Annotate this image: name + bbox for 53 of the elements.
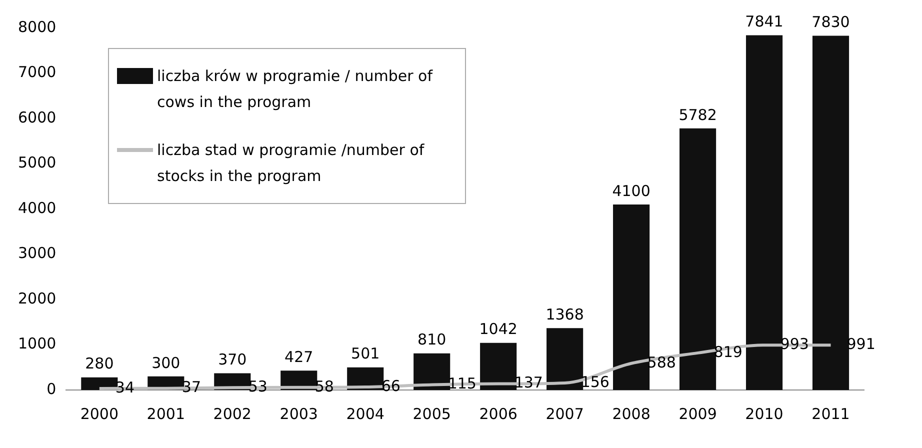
data-label: 4100 bbox=[612, 182, 650, 200]
data-label: 501 bbox=[351, 344, 380, 363]
data-label: 115 bbox=[448, 374, 476, 393]
y-tick-label: 6000 bbox=[18, 108, 56, 126]
x-tick-label: 2010 bbox=[745, 404, 784, 423]
data-label: 156 bbox=[580, 372, 610, 391]
y-tick-label: 5000 bbox=[18, 154, 56, 172]
x-tick-label: 2005 bbox=[412, 404, 451, 423]
y-tick-label: 3000 bbox=[18, 244, 56, 262]
bar bbox=[480, 342, 517, 390]
data-label: 1042 bbox=[479, 320, 518, 338]
x-tick-label: 2011 bbox=[812, 404, 850, 423]
y-tick-label: 0 bbox=[46, 380, 56, 398]
data-label: 66 bbox=[381, 376, 400, 395]
data-label: 427 bbox=[284, 348, 314, 366]
data-label: 37 bbox=[182, 378, 201, 396]
x-tick-label: 2007 bbox=[546, 404, 584, 423]
x-tick-label: 2000 bbox=[80, 404, 119, 423]
data-label: 34 bbox=[115, 378, 135, 396]
data-label: 819 bbox=[714, 342, 742, 361]
bar bbox=[414, 353, 450, 390]
bar bbox=[546, 328, 584, 390]
data-label: 810 bbox=[418, 330, 446, 349]
y-tick-label: 1000 bbox=[18, 334, 56, 353]
data-label: 280 bbox=[85, 354, 114, 373]
x-tick-label: 2003 bbox=[280, 404, 318, 423]
legend-label: liczba stad w programie /number of stocks in the program bbox=[157, 140, 426, 187]
y-tick-label: 8000 bbox=[18, 18, 56, 36]
bar bbox=[746, 35, 783, 390]
data-label: 7841 bbox=[745, 12, 784, 31]
bar bbox=[613, 204, 650, 390]
data-label: 588 bbox=[647, 353, 676, 372]
data-label: 370 bbox=[218, 350, 247, 369]
bar bbox=[812, 36, 850, 390]
data-label: 5782 bbox=[678, 106, 717, 124]
x-tick-label: 2009 bbox=[678, 404, 717, 423]
data-label: 7830 bbox=[812, 13, 850, 32]
x-tick-label: 2001 bbox=[146, 404, 185, 423]
data-label: 53 bbox=[248, 377, 268, 396]
y-tick-label: 2000 bbox=[18, 289, 56, 308]
data-label: 1368 bbox=[546, 305, 584, 324]
x-tick-label: 2008 bbox=[612, 404, 650, 423]
y-tick-label: 7000 bbox=[18, 63, 56, 82]
y-tick-label: 4000 bbox=[18, 198, 56, 217]
x-tick-label: 2004 bbox=[346, 404, 384, 423]
x-tick-label: 2006 bbox=[479, 404, 518, 423]
data-label: 993 bbox=[780, 334, 809, 353]
legend-label: liczba krów w programie / number of cows in the program bbox=[157, 66, 434, 113]
data-label: 58 bbox=[314, 377, 334, 396]
x-tick-label: 2002 bbox=[213, 404, 252, 423]
data-label: 137 bbox=[514, 374, 543, 392]
bar bbox=[680, 128, 716, 390]
data-label: 300 bbox=[152, 354, 180, 372]
